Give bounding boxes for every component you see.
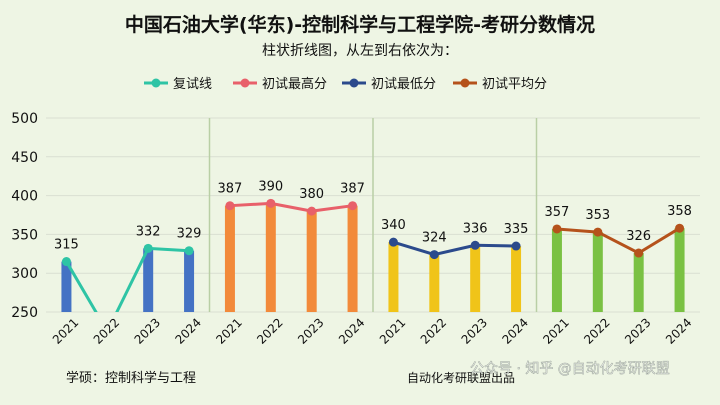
point-marker (511, 241, 521, 251)
chart-legend: 复试线 初试最高分 初试最低分 初试平均分 (144, 76, 547, 92)
data-label: 387 (340, 182, 365, 197)
bar (551, 228, 562, 312)
group-3 (551, 223, 685, 312)
series-line (65, 246, 190, 312)
point-marker (429, 250, 439, 260)
point-marker (348, 201, 358, 211)
y-tick-label: 300 (11, 266, 38, 282)
data-label: 390 (258, 179, 283, 194)
legend-marker-3 (460, 78, 470, 88)
data-label: 335 (504, 222, 529, 237)
group-1 (224, 198, 358, 312)
y-tick-label: 350 (11, 227, 38, 243)
y-tick-label: 450 (11, 150, 38, 166)
bar (633, 253, 644, 312)
legend-marker-2 (349, 78, 359, 88)
data-label: 315 (54, 238, 79, 253)
y-tick-label: 500 (11, 111, 38, 127)
data-label: 353 (585, 208, 610, 223)
point-marker (307, 206, 317, 216)
series-line (229, 201, 353, 213)
bar (143, 248, 154, 312)
bar (347, 205, 358, 312)
footer-right-text: 自动化考研联盟出品 (407, 371, 515, 385)
bar (306, 211, 317, 312)
point-marker (593, 227, 603, 237)
watermark-text: 公众号 · 知乎 @自动化考研联盟 (470, 360, 670, 377)
legend-marker-0 (151, 78, 161, 88)
y-axis: 250 300 350 400 450 500 (11, 111, 38, 321)
bar (61, 261, 72, 312)
point-marker (552, 224, 562, 234)
bar (511, 246, 522, 312)
bar (592, 232, 603, 312)
footer-left-text: 学硕：控制科学与工程 (66, 370, 196, 386)
legend-label-1: 初试最高分 (262, 76, 327, 92)
y-tick-label: 250 (11, 305, 38, 321)
legend-label-0: 复试线 (173, 77, 212, 92)
point-marker (470, 240, 480, 250)
bar (674, 228, 685, 312)
data-label: 324 (422, 231, 447, 246)
data-label: 329 (177, 227, 202, 242)
point-marker (225, 201, 235, 211)
chart-title: 中国石油大学(华东)-控制科学与工程学院-考研分数情况 (125, 13, 595, 36)
series-line (393, 240, 517, 257)
point-marker (143, 243, 153, 253)
point-marker (184, 246, 194, 256)
point-marker (634, 248, 644, 258)
legend-label-3: 初试平均分 (482, 77, 547, 92)
legend-label-2: 初试最低分 (371, 77, 436, 92)
data-label: 357 (545, 205, 570, 220)
y-tick-label: 400 (11, 189, 38, 205)
data-label: 380 (299, 187, 324, 202)
legend-marker-1 (240, 78, 250, 88)
data-label: 358 (667, 204, 692, 219)
data-label: 326 (626, 229, 651, 244)
bar (224, 205, 235, 312)
point-marker (675, 223, 685, 233)
chart-groups: 315 332 329 387 390 380 387 340 324 336 335 357 353 3… (54, 118, 692, 312)
group-2 (388, 237, 522, 312)
bar (184, 250, 195, 312)
point-marker (61, 257, 71, 267)
point-marker (388, 237, 398, 247)
data-label: 336 (463, 221, 488, 236)
series-line (556, 226, 681, 255)
chart-subtitle: 柱状折线图，从左到右依次为： (262, 43, 458, 59)
bar (265, 203, 276, 312)
bar (388, 242, 399, 312)
point-marker (266, 198, 276, 208)
bar (470, 245, 481, 312)
group-0 (61, 243, 195, 312)
data-label: 340 (381, 218, 406, 233)
data-label: 332 (136, 224, 161, 239)
bar (429, 254, 440, 312)
data-label: 387 (218, 182, 243, 197)
